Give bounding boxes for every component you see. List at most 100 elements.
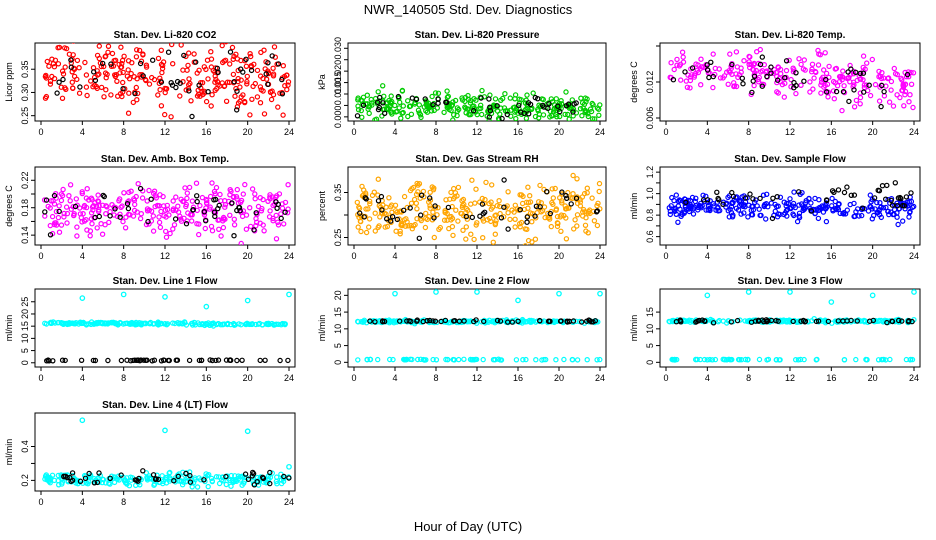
data-point-black <box>395 93 402 100</box>
data-point-red <box>270 91 277 98</box>
data-point-black <box>564 195 570 201</box>
data-point-cyan <box>498 357 505 363</box>
data-point-red <box>69 79 76 85</box>
data-point-cyan <box>355 318 361 325</box>
data-point-magenta <box>910 70 917 76</box>
y-axis-label: ml/min <box>4 315 14 342</box>
data-point-blue <box>688 203 695 210</box>
data-point-magenta <box>810 86 816 92</box>
data-point-cyan <box>707 356 713 363</box>
data-point-orange <box>539 207 546 214</box>
data-point-orange <box>517 220 523 227</box>
data-point-orange <box>414 206 420 212</box>
data-point-magenta <box>861 82 868 88</box>
data-point-black <box>201 208 207 215</box>
data-point-black <box>265 60 271 66</box>
y-tick-label: 10 <box>645 324 655 334</box>
data-point-magenta <box>125 211 132 218</box>
data-point-cyan <box>534 318 541 324</box>
data-point-black <box>183 220 190 227</box>
data-point-magenta <box>227 212 233 218</box>
data-point-magenta <box>109 201 115 208</box>
data-point-red <box>130 99 136 106</box>
data-point-orange <box>449 215 456 222</box>
data-point-orange <box>517 224 523 230</box>
data-point-magenta <box>831 95 838 102</box>
x-tick-label: 20 <box>868 373 878 383</box>
data-point-cyan <box>213 474 220 480</box>
data-point-magenta <box>68 206 75 212</box>
data-point-cyan <box>164 321 171 327</box>
data-point-cyan <box>883 357 889 363</box>
data-point-black <box>755 317 762 323</box>
x-tick-label: 20 <box>243 127 253 137</box>
data-point-magenta <box>190 204 197 210</box>
data-point-black <box>260 474 266 480</box>
outlier-point <box>787 289 793 295</box>
data-point-orange <box>365 206 371 212</box>
data-point-black <box>537 204 543 210</box>
data-point-magenta <box>851 79 857 86</box>
data-point-orange <box>492 220 499 226</box>
data-point-black <box>212 213 218 220</box>
data-point-black <box>851 192 858 198</box>
data-point-magenta <box>905 69 912 75</box>
data-point-magenta <box>64 220 70 226</box>
outlier-point <box>474 289 480 295</box>
data-point-magenta <box>815 47 821 54</box>
data-point-orange <box>570 172 576 179</box>
data-point-green <box>364 92 370 98</box>
data-point-orange <box>453 207 459 213</box>
data-point-magenta <box>117 211 123 217</box>
data-point-black <box>227 49 234 55</box>
data-point-magenta <box>822 50 828 56</box>
data-point-magenta <box>748 61 754 68</box>
data-point-green <box>562 111 568 118</box>
data-point-black <box>124 200 131 207</box>
data-point-magenta <box>160 193 166 200</box>
data-point-cyan <box>48 320 54 326</box>
data-point-black <box>730 193 737 200</box>
data-point-black <box>135 478 141 484</box>
data-point-magenta <box>683 78 690 84</box>
data-point-red <box>56 44 63 51</box>
data-point-black <box>183 470 189 477</box>
data-point-green <box>462 94 469 101</box>
data-point-black <box>96 470 102 476</box>
data-point-black <box>505 226 511 232</box>
data-point-magenta <box>876 98 883 104</box>
data-point-orange <box>431 234 437 241</box>
data-point-magenta <box>851 82 857 88</box>
data-point-green <box>579 112 585 119</box>
data-point-black <box>42 209 48 215</box>
x-tick-label: 16 <box>826 251 836 261</box>
data-point-magenta <box>119 203 125 209</box>
data-point-black <box>452 318 458 324</box>
data-point-black <box>422 96 428 102</box>
data-point-blue <box>878 204 884 210</box>
data-point-cyan <box>521 318 527 325</box>
data-point-black <box>710 73 717 80</box>
data-point-magenta <box>741 58 747 64</box>
data-point-red <box>184 67 190 73</box>
data-point-blue <box>829 203 835 209</box>
data-point-orange <box>402 223 409 229</box>
data-point-magenta <box>222 201 229 208</box>
data-point-black <box>54 90 60 96</box>
data-point-magenta <box>56 229 63 235</box>
data-point-red <box>261 111 268 117</box>
data-point-black <box>840 88 847 95</box>
data-point-green <box>412 101 418 107</box>
data-point-black <box>367 318 373 324</box>
data-point-orange <box>448 189 454 196</box>
data-point-magenta <box>41 197 48 203</box>
data-point-black <box>214 65 220 72</box>
data-point-magenta <box>261 228 267 234</box>
data-point-red <box>55 61 62 67</box>
data-point-magenta <box>853 97 860 104</box>
data-point-cyan <box>199 321 206 327</box>
data-point-black <box>438 318 444 325</box>
data-point-magenta <box>679 49 686 55</box>
data-point-orange <box>574 200 581 207</box>
